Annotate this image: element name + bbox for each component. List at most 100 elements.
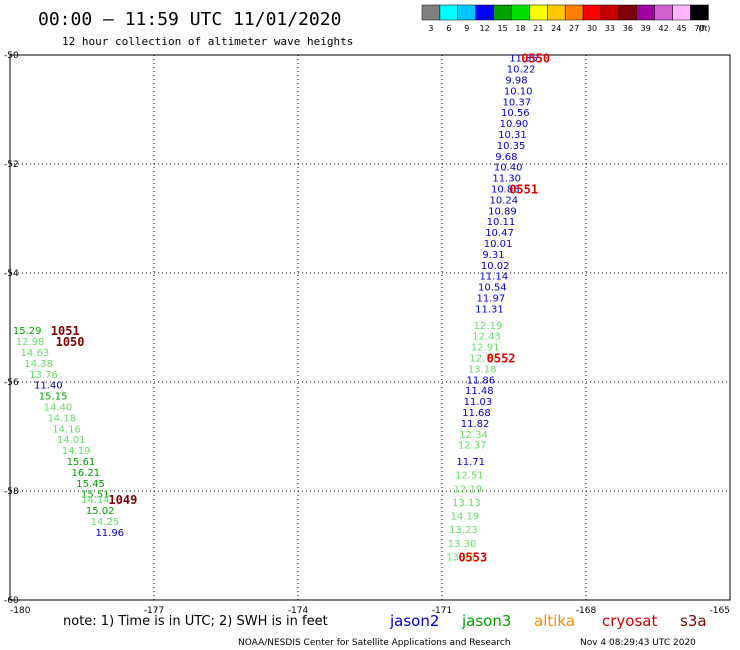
legend-label: 9: [464, 24, 469, 33]
wave-height-value: 10.56: [501, 108, 530, 119]
wave-height-value: 10.35: [497, 141, 526, 152]
x-tick-label: -177: [144, 606, 164, 616]
footer-timestamp: Nov 4 08:29:43 UTC 2020: [580, 638, 696, 648]
wave-height-points: 11.3510.229.9810.1010.3710.5610.9010.311…: [13, 54, 538, 564]
wave-height-value: 15.51: [81, 490, 110, 501]
wave-height-value: 10.89: [488, 206, 517, 217]
satellite-name: altika: [534, 612, 575, 630]
wave-height-value: 10.22: [507, 65, 536, 76]
satellite-name: s3a: [680, 612, 707, 630]
legend-label: 42: [659, 24, 669, 33]
legend-swatch: [600, 4, 620, 21]
wave-height-value: 9.31: [482, 250, 504, 261]
legend-label: 30: [587, 24, 597, 33]
legend-swatch: [511, 4, 530, 21]
wave-height-value: 15.29: [13, 326, 42, 337]
legend-swatch: [421, 4, 441, 21]
wave-height-value: 13.18: [468, 364, 497, 375]
wave-height-value: 10.24: [490, 195, 519, 206]
wave-height-value: 12.51: [455, 471, 484, 482]
wave-height-value: 12.91: [471, 343, 500, 354]
color-legend: 3 6 9 12 15 18 21 24 27 30 33 36 39 42 45 70(ft): [421, 4, 710, 33]
legend-label: 36: [623, 24, 633, 33]
wave-height-value: 11.48: [465, 386, 494, 397]
legend-label: 24: [551, 24, 561, 33]
legend-swatch: [439, 4, 459, 21]
legend-label: 33: [605, 24, 615, 33]
legend-unit: (ft): [698, 24, 710, 33]
legend-label: 12: [480, 24, 490, 33]
wave-height-value: 9.98: [505, 76, 527, 87]
wave-height-value: 15.45: [76, 479, 105, 490]
x-tick-label: -174: [288, 606, 309, 616]
satellite-name: jason2: [389, 612, 439, 630]
wave-height-value: 10.01: [484, 239, 513, 250]
wave-height-value: 9.68: [495, 152, 517, 163]
wave-height-value: 14.38: [24, 359, 53, 370]
wave-height-value: 11.35: [509, 54, 538, 65]
legend-swatch: [636, 4, 655, 21]
satellite-name: jason3: [461, 612, 511, 630]
wave-height-value: 11.86: [466, 375, 495, 386]
legend-label: 70: [694, 24, 704, 33]
x-tick-label: -180: [10, 606, 31, 616]
y-tick-label: -54: [4, 269, 19, 279]
wave-height-value: 11.14: [479, 272, 508, 283]
wave-height-value: 13.38: [446, 552, 475, 563]
wave-height-value: 14.16: [52, 424, 81, 435]
wave-height-value: 15.61: [67, 457, 96, 468]
legend-swatch: [618, 4, 638, 21]
pass-time-label: 1050: [56, 335, 85, 349]
wave-height-value: 14.01: [57, 435, 86, 446]
legend-label: 3: [428, 24, 433, 33]
footer-credit: NOAA/NESDIS Center for Satellite Applica…: [238, 638, 511, 648]
wave-height-value: 12.37: [458, 441, 487, 452]
y-tick-label: -56: [4, 378, 19, 388]
wave-height-value: 14.25: [91, 517, 120, 528]
wave-height-value: 11.82: [461, 419, 490, 430]
legend-swatch: [582, 4, 602, 21]
wave-height-value: 14.19: [451, 512, 480, 523]
wave-height-value: 10.40: [494, 163, 523, 174]
x-tick-label: -165: [710, 606, 730, 616]
legend-swatch: [529, 4, 548, 21]
wave-height-value: 11.68: [462, 408, 491, 419]
wave-height-value: 11.71: [456, 457, 485, 468]
wave-height-value: 10.90: [500, 119, 529, 130]
chart-title: 00:00 — 11:59 UTC 11/01/2020: [38, 9, 341, 30]
gridlines: [10, 55, 730, 600]
pass-time-label: 0551: [509, 183, 538, 197]
y-axis-ticks: -50 -52 -54 -56 -58 -60: [4, 51, 19, 606]
wave-height-value: 13.13: [452, 498, 481, 509]
wave-height-value: 12.34: [459, 430, 488, 441]
legend-label: 18: [515, 24, 525, 33]
wave-height-value: 15.15: [39, 392, 68, 403]
y-tick-label: -50: [4, 51, 19, 61]
wave-height-value: 10.37: [502, 97, 531, 108]
wave-height-value: 12.19: [474, 321, 503, 332]
legend-swatch: [672, 4, 691, 21]
wave-height-value: 16.21: [71, 468, 100, 479]
wave-height-value: 10.88: [491, 185, 520, 196]
wave-height-value: 10.10: [504, 86, 533, 97]
x-tick-label: -168: [576, 606, 597, 616]
wave-height-value: 13.76: [29, 370, 58, 381]
wave-height-value: 10.11: [487, 217, 516, 228]
wave-height-value: 14.19: [62, 446, 91, 457]
footer-note: note: 1) Time is in UTC; 2) SWH is in fe…: [63, 614, 328, 629]
pass-time-label: 1049: [108, 493, 137, 507]
y-tick-label: -60: [4, 596, 19, 606]
wave-height-value: 11.40: [34, 381, 63, 392]
legend-swatch: [654, 4, 673, 21]
wave-height-value: 12.98: [16, 337, 45, 348]
wave-height-value: 10.02: [481, 261, 510, 272]
legend-swatch: [564, 4, 584, 21]
y-tick-label: -52: [4, 160, 19, 170]
legend-swatch: [475, 4, 494, 21]
pass-time-label: 1051: [51, 324, 80, 338]
pass-time-label: 0553: [458, 550, 487, 564]
wave-height-value: 14.63: [21, 348, 50, 359]
plot-frame: [9, 54, 731, 601]
